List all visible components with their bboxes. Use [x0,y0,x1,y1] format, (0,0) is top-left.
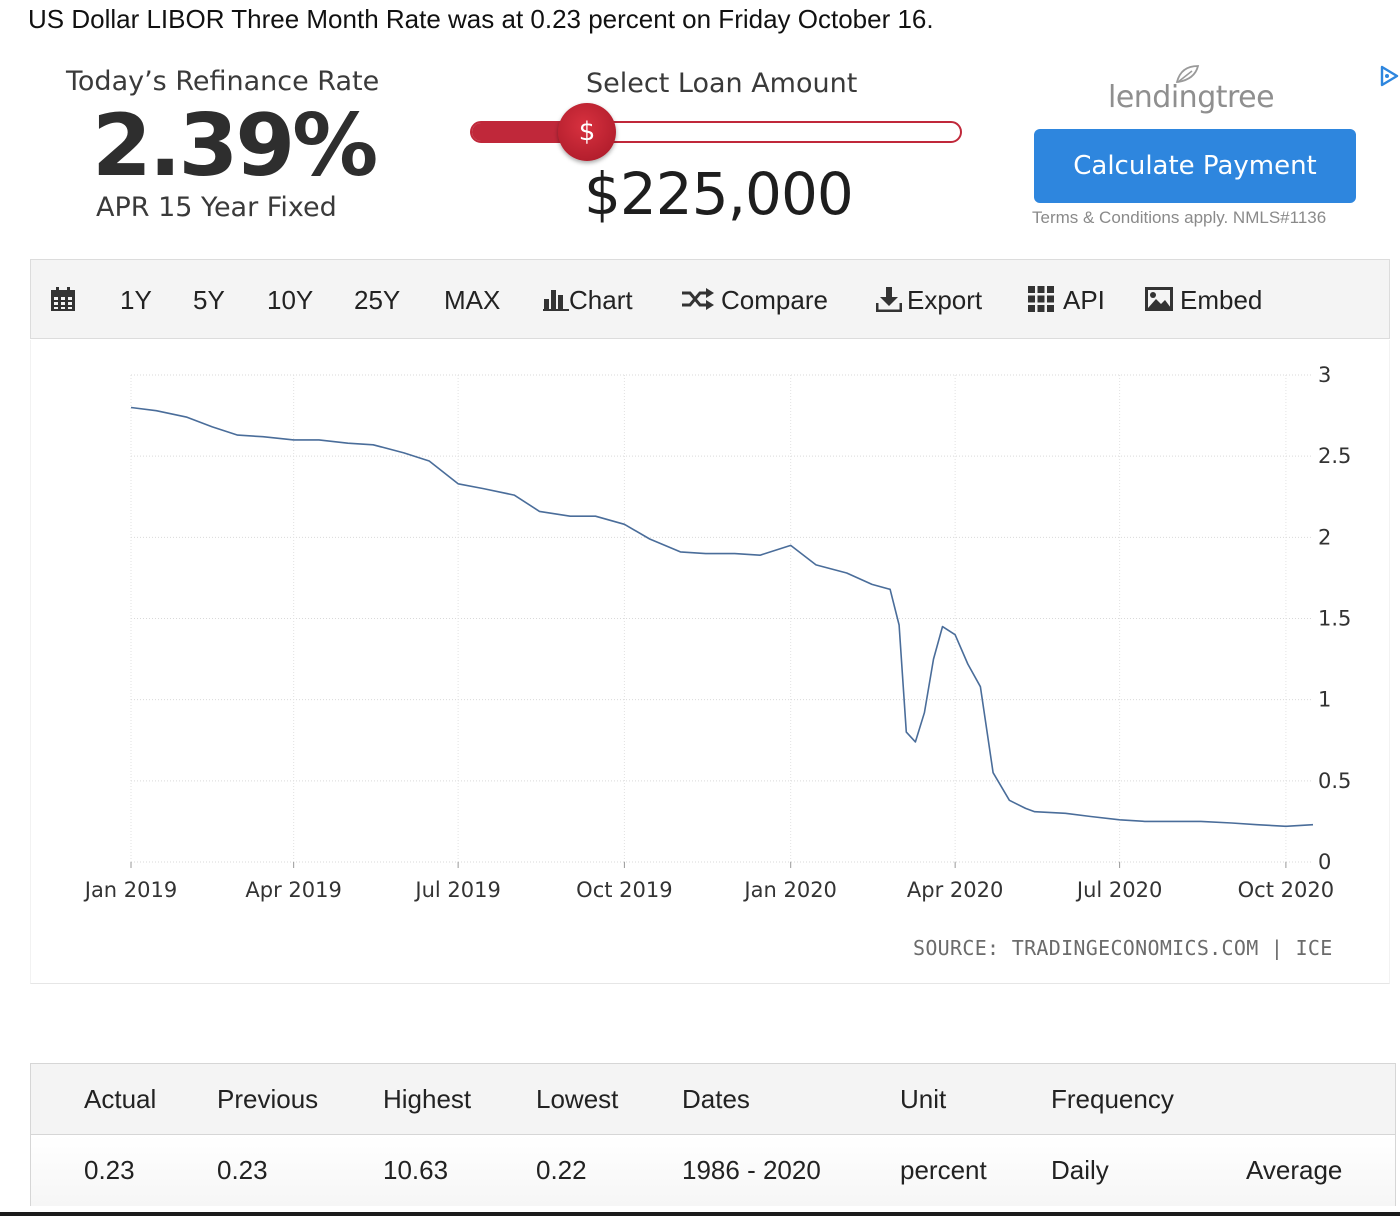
header-previous: Previous [217,1084,319,1114]
chart-area: 0 0.5 1 1.5 2 2.5 3 Jan 2019 Apr 2019 Jul 2019 Oct… [30,340,1390,984]
loan-amount-value: $225,000 [584,160,854,228]
x-tick-label: Apr 2019 [245,878,341,902]
stats-header-row: Actual Previous Highest Lowest Dates Uni… [31,1064,1395,1135]
chart-button[interactable]: Chart [543,260,633,340]
x-tick-label: Jan 2019 [83,878,178,902]
x-tick-label: Jul 2020 [1075,878,1162,902]
header-unit: Unit [900,1084,947,1114]
y-tick-label: 3 [1318,363,1331,387]
y-tick-label: 1.5 [1318,607,1351,631]
stats-value-row: 0.23 0.23 10.63 0.22 1986 - 2020 percent… [31,1135,1395,1206]
range-10y-button[interactable]: 10Y [267,285,314,315]
range-1y-button[interactable]: 1Y [120,285,152,315]
header-actual: Actual [84,1084,157,1114]
value-actual: 0.23 [84,1155,135,1185]
value-highest: 10.63 [383,1155,449,1185]
headline: US Dollar LIBOR Three Month Rate was at … [28,4,934,34]
x-tick-label: Jan 2020 [742,878,837,902]
libor-line-chart[interactable]: 0 0.5 1 1.5 2 2.5 3 Jan 2019 Apr 2019 Jul 2019 Oct… [31,340,1391,984]
loan-amount-label: Select Loan Amount [586,68,858,99]
header-frequency: Frequency [1051,1084,1174,1114]
stats-table: Actual Previous Highest Lowest Dates Uni… [30,1063,1396,1206]
loan-amount-slider[interactable] [470,121,962,143]
y-tick-label: 2.5 [1318,444,1351,468]
y-tick-label: 0.5 [1318,769,1351,793]
compare-button-label: Compare [721,285,828,315]
compare-button[interactable]: Compare [681,260,828,340]
x-tick-label: Oct 2019 [576,878,672,902]
value-unit: percent [900,1155,987,1185]
refinance-rate-value: 2.39% [92,96,378,196]
chart-source[interactable]: SOURCE: TRADINGECONOMICS.COM | ICE [913,936,1333,960]
lendingtree-logo[interactable]: lendingtree [1108,80,1275,115]
header-lowest: Lowest [536,1084,619,1114]
ad-choices-icon[interactable] [1378,64,1400,88]
x-tick-label: Apr 2020 [907,878,1003,902]
header-highest: Highest [383,1084,472,1114]
download-icon [876,287,902,313]
value-dates: 1986 - 2020 [682,1155,821,1185]
value-lowest: 0.22 [536,1155,587,1185]
page-bottom-border [0,1212,1400,1216]
grid-icon [1028,286,1054,313]
range-max-button[interactable]: MAX [444,285,501,315]
export-button-label: Export [907,285,983,315]
header-dates: Dates [682,1084,750,1114]
dollar-icon: $ [578,117,596,147]
calendar-icon [51,287,75,312]
x-tick-label: Oct 2020 [1238,878,1334,902]
bar-chart-icon [543,290,569,312]
x-tick-label: Jul 2019 [413,878,500,902]
range-25y-button[interactable]: 25Y [354,285,401,315]
embed-button[interactable]: Embed [1145,260,1262,340]
shuffle-icon [682,288,714,311]
image-icon [1145,287,1173,312]
calendar-button[interactable] [50,260,76,340]
api-button-label: API [1063,285,1105,315]
value-average: Average [1246,1155,1343,1185]
y-tick-label: 2 [1318,525,1331,549]
series-line [130,406,1314,828]
y-tick-label: 1 [1318,688,1331,712]
calculate-payment-button[interactable]: Calculate Payment [1034,129,1356,203]
chart-toolbar: 1Y 5Y 10Y 25Y MAX Chart Compare Export [30,259,1390,339]
export-button[interactable]: Export [876,260,982,340]
slider-handle[interactable]: $ [558,103,616,161]
refinance-rate-subtitle: APR 15 Year Fixed [96,192,337,223]
chart-button-label: Chart [569,285,633,315]
embed-button-label: Embed [1180,285,1263,315]
api-button[interactable]: API [1028,260,1105,340]
range-5y-button[interactable]: 5Y [193,285,225,315]
value-previous: 0.23 [217,1155,268,1185]
value-frequency: Daily [1051,1155,1109,1185]
y-tick-label: 0 [1318,850,1331,874]
leaf-icon [1175,65,1200,83]
refinance-rate-label: Today’s Refinance Rate [66,66,380,97]
terms-text[interactable]: Terms & Conditions apply. NMLS#1136 [1032,208,1327,227]
